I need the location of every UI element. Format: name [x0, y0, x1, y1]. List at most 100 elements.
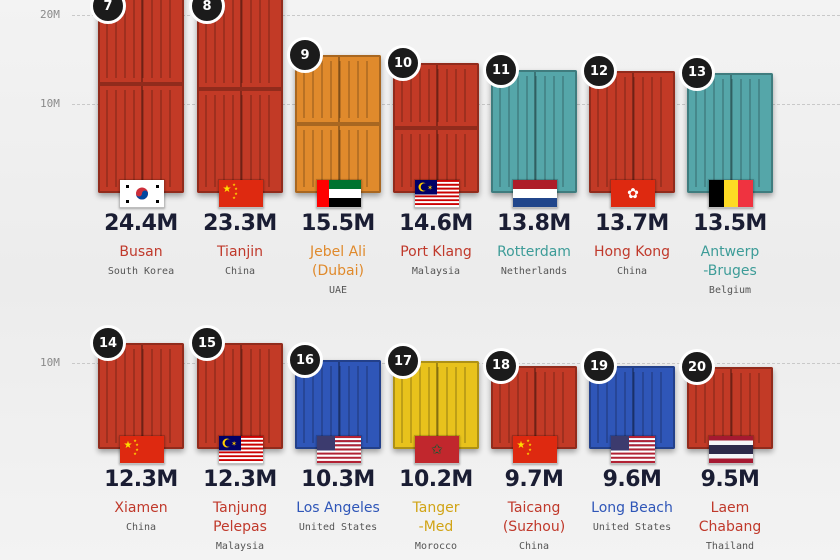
bar-container — [98, 343, 184, 449]
value-label: 12.3M — [104, 467, 178, 492]
city-label-line: Tanger — [412, 500, 460, 516]
svg-text:★: ★ — [124, 440, 133, 451]
city-label-line: Antwerp — [700, 244, 760, 260]
china-flag-icon: ★ ★ ★ ★ ★ — [119, 435, 165, 464]
city-label-line: Tanjung — [212, 500, 268, 516]
svg-text:★: ★ — [135, 447, 139, 452]
netherlands-flag-icon — [512, 179, 558, 208]
city-label-line: Rotterdam — [497, 244, 571, 260]
value-label: 13.5M — [693, 211, 767, 236]
value-label: 13.7M — [595, 211, 669, 236]
svg-text:★: ★ — [133, 438, 137, 443]
svg-text:★: ★ — [232, 182, 236, 187]
rank-badge: 10 — [385, 45, 421, 82]
rank-badge: 7 — [90, 0, 126, 24]
rank-badge: 19 — [581, 348, 617, 385]
rank-badge: 20 — [679, 349, 715, 386]
svg-text:★: ★ — [234, 191, 238, 196]
country-label: UAE — [328, 285, 348, 296]
bar-container — [295, 55, 381, 193]
value-label: 10.2M — [399, 467, 473, 492]
city-label-line: Chabang — [698, 519, 762, 535]
country-label: China — [616, 266, 648, 277]
city-label: Rotterdam — [479, 243, 589, 262]
city-label: Port Klang — [381, 243, 491, 262]
container-box — [687, 72, 773, 193]
city-label-line: Los Angeles — [296, 500, 380, 516]
bar-container — [98, 0, 184, 193]
svg-text:★: ★ — [223, 184, 232, 195]
city-label-line: Long Beach — [591, 500, 673, 516]
svg-text:★: ★ — [232, 195, 236, 200]
value-label: 9.5M — [700, 467, 760, 492]
city-label: Busan — [86, 243, 196, 262]
malaysia-flag-icon: ✶ — [218, 435, 264, 464]
rank-badge: 14 — [90, 325, 126, 362]
svg-text:★: ★ — [234, 186, 238, 191]
bar-container — [197, 0, 283, 193]
uae-flag-icon — [316, 179, 362, 208]
svg-text:✶: ✶ — [427, 184, 433, 192]
city-label: Jebel Ali (Dubai) — [283, 243, 393, 281]
city-label: Antwerp -Bruges — [675, 243, 785, 281]
container-box — [197, 343, 283, 449]
city-label-line: Pelepas — [213, 519, 267, 535]
bar-container — [589, 71, 675, 193]
city-label-line: -Med — [418, 519, 454, 535]
container-box — [589, 71, 675, 193]
value-label: 12.3M — [203, 467, 277, 492]
y-tick-label: 20M — [40, 8, 60, 21]
rank-badge: 16 — [287, 342, 323, 379]
svg-text:★: ★ — [526, 438, 530, 443]
bar-container — [491, 70, 577, 193]
country-label: Belgium — [708, 285, 752, 296]
y-tick-label: 10M — [40, 97, 60, 110]
container-box — [491, 70, 577, 193]
gridline — [72, 15, 840, 16]
svg-text:★: ★ — [517, 440, 526, 451]
china-flag-icon: ★ ★ ★ ★ ★ — [218, 179, 264, 208]
container-box — [98, 0, 184, 85]
country-label: Malaysia — [215, 541, 265, 552]
city-label-line: (Suzhou) — [502, 519, 566, 535]
city-label-line: -Bruges — [703, 263, 757, 279]
container-box — [295, 360, 381, 449]
bar-container — [197, 343, 283, 449]
container-box — [98, 84, 184, 193]
bar-container — [393, 63, 479, 193]
value-label: 23.3M — [203, 211, 277, 236]
value-label: 13.8M — [497, 211, 571, 236]
container-box — [197, 89, 283, 193]
svg-text:★: ★ — [526, 451, 530, 456]
china-flag-icon: ★ ★ ★ ★ ★ — [512, 435, 558, 464]
y-tick-label: 10M — [40, 356, 60, 369]
svg-text:★: ★ — [135, 442, 139, 447]
rank-badge: 18 — [483, 347, 519, 384]
city-label: Laem Chabang — [675, 499, 785, 537]
country-label: United States — [592, 522, 672, 533]
hong-kong-flag-icon: ✿ — [610, 179, 656, 208]
city-label: Taicang (Suzhou) — [479, 499, 589, 537]
svg-text:✩: ✩ — [431, 442, 443, 458]
rank-badge: 9 — [287, 37, 323, 74]
bar-container — [687, 72, 773, 193]
rank-badge: 13 — [679, 54, 715, 91]
city-label-line: Taicang — [507, 500, 561, 516]
rank-badge: 15 — [189, 325, 225, 362]
container-box — [98, 343, 184, 449]
country-label: South Korea — [107, 266, 175, 277]
country-label: Malaysia — [411, 266, 461, 277]
city-label: Los Angeles — [283, 499, 393, 518]
svg-text:★: ★ — [528, 442, 532, 447]
city-label-line: Jebel Ali — [310, 244, 366, 260]
value-label: 9.6M — [602, 467, 662, 492]
thailand-flag-icon — [708, 435, 754, 464]
value-label: 14.6M — [399, 211, 473, 236]
rank-badge: 12 — [581, 53, 617, 90]
city-label-line: Busan — [119, 244, 163, 260]
country-label: China — [224, 266, 256, 277]
country-label: China — [125, 522, 157, 533]
city-label: Tanjung Pelepas — [185, 499, 295, 537]
city-label: Long Beach — [577, 499, 687, 518]
